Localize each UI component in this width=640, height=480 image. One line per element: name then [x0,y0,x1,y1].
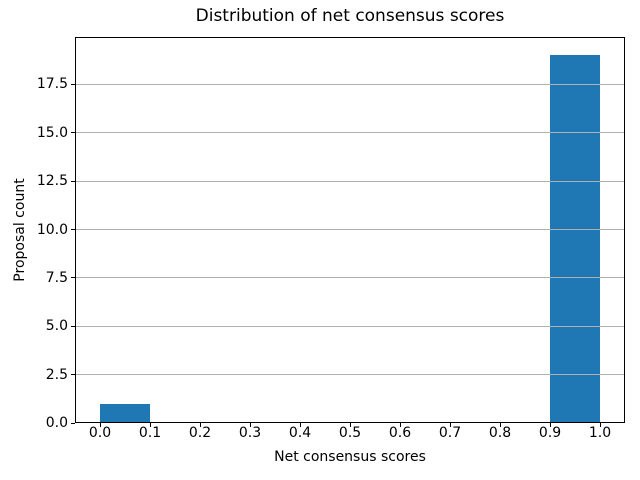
x-tick-mark [149,423,151,427]
x-tick-label: 0.1 [138,425,162,441]
y-tick-label: 10.0 [36,221,68,238]
x-tick-mark [549,423,551,427]
gridline [75,83,625,85]
x-tick-label: 0.4 [288,425,312,441]
x-tick-mark [349,423,351,427]
x-tick-label: 0.5 [338,425,362,441]
x-tick-label: 0.3 [238,425,262,441]
y-tick-label: 5.0 [45,318,68,335]
y-tick-mark [71,325,75,327]
x-axis-label: Net consensus scores [274,449,426,465]
x-tick-label: 0.7 [438,425,462,441]
y-tick-mark [71,229,75,231]
x-tick-mark [449,423,451,427]
y-tick-mark [71,374,75,376]
histogram-bar [550,55,600,423]
gridlines-layer [75,37,625,423]
x-tick-label: 0.9 [538,425,562,441]
y-tick-label: 15.0 [36,124,68,141]
x-tick-mark [499,423,501,427]
x-tick-label: 0.2 [188,425,212,441]
chart-title: Distribution of net consensus scores [195,6,505,26]
y-tick-label: 0.0 [45,415,68,431]
y-tick-label: 17.5 [36,76,68,93]
gridline [75,277,625,279]
y-tick-mark [71,83,75,85]
x-tick-mark [399,423,401,427]
x-tick-mark [599,423,601,427]
plot-frame [75,37,625,423]
y-tick-label: 2.5 [45,366,68,383]
y-tick-label: 12.5 [36,173,68,190]
y-tick-label: 7.5 [45,269,68,286]
gridline [75,325,625,327]
gridline [75,229,625,231]
x-tick-label: 0.6 [388,425,412,441]
histogram-bar [100,403,150,423]
x-tick-label: 1.0 [588,425,612,441]
x-tick-mark [299,423,301,427]
plot-area [75,37,625,423]
x-tick-mark [99,423,101,427]
y-tick-mark [71,422,75,424]
gridline [75,374,625,376]
bars-layer [75,37,625,423]
x-tick-label: 0.8 [488,425,512,441]
y-tick-mark [71,132,75,134]
gridline [75,132,625,134]
x-tick-label: 0.0 [88,425,112,441]
y-tick-mark [71,277,75,279]
x-tick-mark [249,423,251,427]
y-tick-mark [71,180,75,182]
x-tick-mark [199,423,201,427]
gridline [75,180,625,182]
